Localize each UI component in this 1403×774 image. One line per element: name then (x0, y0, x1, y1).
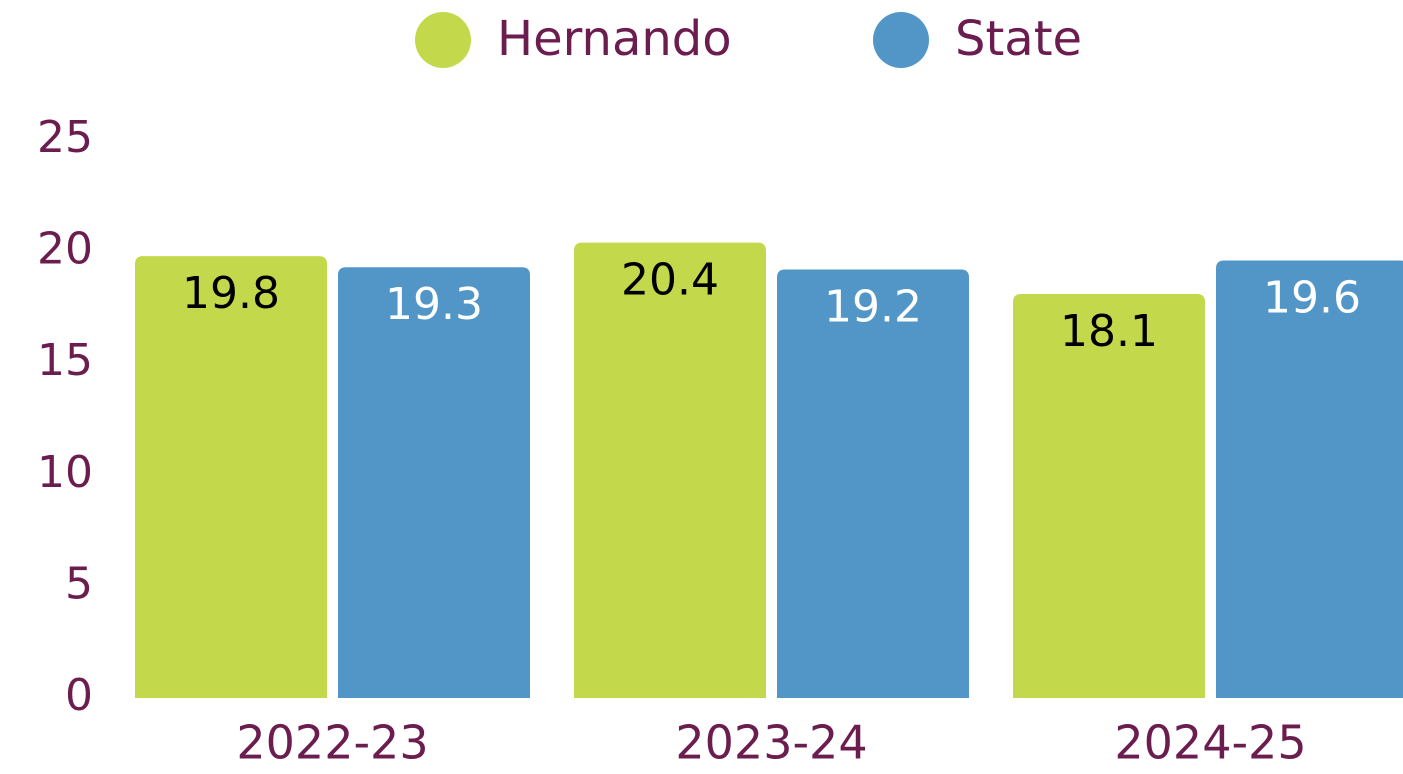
legend-label: State (955, 11, 1082, 67)
y-tick-label: 5 (65, 558, 93, 609)
bar (1216, 260, 1403, 698)
y-tick-label: 10 (37, 447, 93, 498)
bar (338, 267, 530, 698)
x-tick-label: 2024-25 (1114, 716, 1306, 770)
y-tick-label: 15 (37, 335, 93, 386)
y-tick-label: 25 (37, 112, 93, 163)
bar (135, 256, 327, 698)
x-tick-label: 2023-24 (675, 716, 867, 770)
value-label: 19.6 (1263, 273, 1361, 324)
x-tick-label: 2022-23 (236, 716, 428, 770)
legend-swatch (415, 12, 471, 68)
legend-swatch (873, 12, 929, 68)
bar (574, 242, 766, 698)
y-tick-label: 20 (37, 224, 93, 275)
value-label: 18.1 (1060, 306, 1158, 357)
y-tick-label: 0 (65, 670, 93, 721)
value-label: 20.4 (621, 255, 719, 306)
bar (777, 269, 969, 698)
bar (1013, 294, 1205, 698)
value-label: 19.2 (824, 281, 922, 332)
value-label: 19.3 (385, 279, 483, 330)
legend-label: Hernando (497, 11, 732, 67)
value-label: 19.8 (182, 268, 280, 319)
